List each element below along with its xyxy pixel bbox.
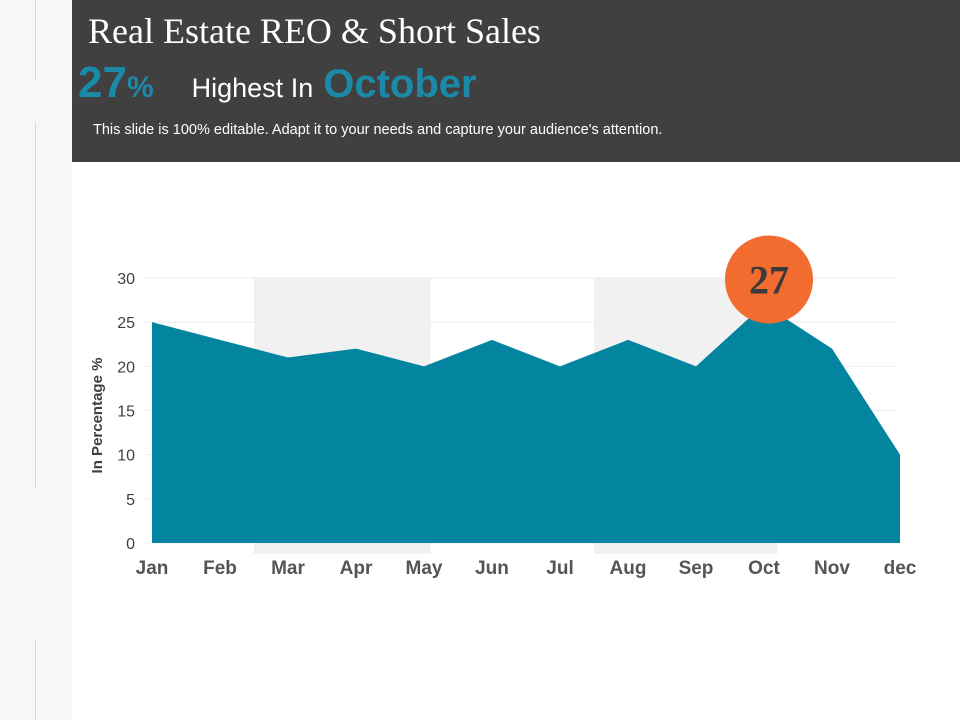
x-tick-label: Nov [814, 558, 850, 579]
x-tick-label: dec [884, 558, 917, 579]
highlight-label: Highest In [191, 73, 314, 103]
slide-title: Real Estate REO & Short Sales [88, 11, 541, 51]
header-banner: Real Estate REO & Short Sales 27% Highest… [72, 0, 960, 162]
margin-rule [35, 0, 36, 80]
y-tick-label: 25 [117, 315, 135, 332]
margin-rule [35, 640, 36, 720]
highlight-badge [725, 235, 813, 324]
margin-rule [35, 122, 36, 487]
stat-value: 27 [78, 58, 127, 107]
stat-unit: % [126, 71, 154, 104]
x-tick-label: Oct [748, 558, 780, 579]
x-tick-label: Apr [340, 558, 373, 579]
headline-stat: 27% Highest In October [78, 58, 477, 108]
y-tick-label: 15 [117, 404, 135, 421]
y-axis-title: In Percentage % [89, 358, 106, 474]
left-margin-panel [0, 0, 72, 720]
y-tick-label: 20 [117, 359, 135, 376]
series-area [152, 304, 900, 543]
x-tick-label: Jul [546, 558, 573, 579]
y-tick-label: 5 [126, 492, 135, 509]
x-tick-label: Aug [610, 558, 647, 579]
x-tick-label: May [406, 558, 443, 579]
x-tick-label: Mar [271, 558, 305, 579]
x-tick-label: Sep [679, 558, 714, 579]
y-tick-label: 0 [126, 536, 135, 553]
y-tick-label: 10 [117, 448, 135, 465]
x-tick-label: Jan [136, 558, 169, 579]
highlight-badge-label: 27 [749, 258, 789, 303]
x-tick-label: Feb [203, 558, 237, 579]
highlight-month: October [323, 62, 477, 106]
y-tick-label: 30 [117, 271, 135, 288]
x-tick-label: Jun [475, 558, 509, 579]
slide-subtitle: This slide is 100% editable. Adapt it to… [93, 122, 663, 138]
